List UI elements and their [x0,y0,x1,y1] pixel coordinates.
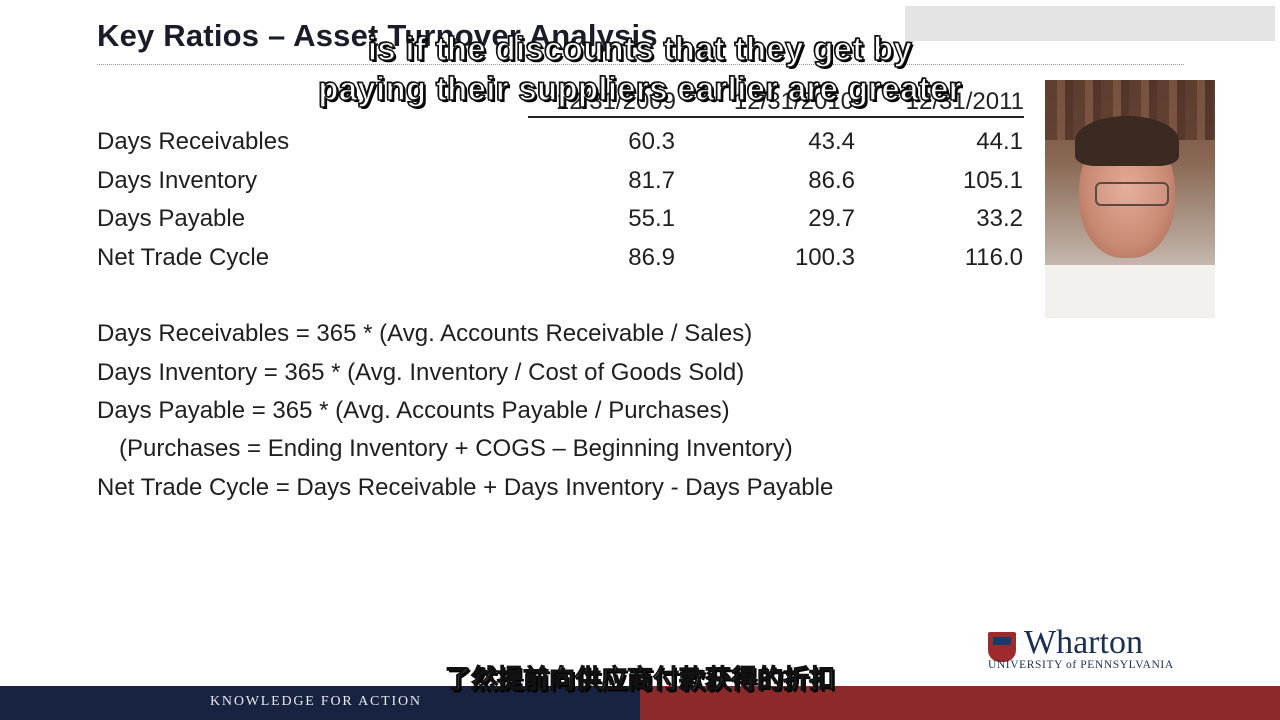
table-cell: 43.4 [808,128,855,155]
overlay-box [905,6,1275,41]
formula-days-receivables: Days Receivables = 365 * (Avg. Accounts … [97,320,753,347]
row-label-net-trade-cycle: Net Trade Cycle [97,244,270,271]
logo-university: UNIVERSITY of PENNSYLVANIA [988,659,1174,671]
row-label-days-inventory: Days Inventory [97,167,258,194]
row-label-days-payable: Days Payable [97,205,246,232]
table-cell: 86.9 [628,244,675,271]
footer-red-bar [640,686,1280,720]
row-label-days-receivables: Days Receivables [97,128,290,155]
table-cell: 33.2 [976,205,1023,232]
wharton-shield-icon [988,632,1016,662]
presenter-video [1045,80,1215,318]
footer-navy-bar [0,686,640,720]
formula-purchases: (Purchases = Ending Inventory + COGS – B… [119,435,793,462]
title-divider [97,64,1184,65]
subtitle-english-line-1: is if the discounts that they get by [367,29,913,68]
table-cell: 29.7 [808,205,855,232]
presenter-shirt [1045,265,1215,318]
slide-title: Key Ratios – Asset Turnover Analysis [97,18,658,53]
table-cell: 60.3 [628,128,675,155]
wharton-logo: Wharton UNIVERSITY of PENNSYLVANIA [988,624,1193,672]
table-cell: 86.6 [808,167,855,194]
subtitle-chinese: 了然提前向供应商付款获得的折扣 [444,664,835,695]
presenter-hair [1075,116,1179,166]
table-cell: 116.0 [964,244,1023,271]
formula-days-inventory: Days Inventory = 365 * (Avg. Inventory /… [97,359,745,386]
table-cell: 81.7 [628,167,675,194]
column-header-2010: 12/31/2010 [733,88,854,115]
subtitle-english-line-2: paying their suppliers earlier are great… [317,69,962,108]
header-underline [528,116,1024,118]
table-cell: 105.1 [962,167,1023,194]
table-cell: 55.1 [628,205,675,232]
table-cell: 100.3 [794,244,855,271]
footer-tagline: KNOWLEDGE FOR ACTION [210,694,422,709]
logo-wordmark: Wharton [1024,624,1143,661]
table-cell: 44.1 [976,128,1023,155]
presenter-glasses [1095,182,1169,206]
formula-net-trade-cycle: Net Trade Cycle = Days Receivable + Days… [97,474,834,501]
formula-days-payable: Days Payable = 365 * (Avg. Accounts Paya… [97,397,730,424]
column-header-2011: 12/31/2011 [905,88,1024,115]
column-header-2009: 12/31/2009 [555,88,676,115]
